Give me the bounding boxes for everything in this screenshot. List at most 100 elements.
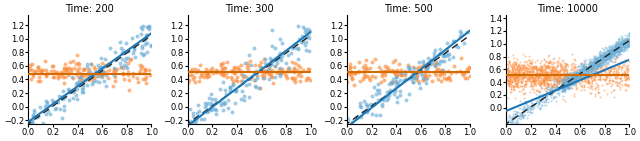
Point bbox=[543, 55, 553, 57]
Point bbox=[586, 66, 596, 68]
Point bbox=[577, 78, 587, 80]
Point bbox=[542, 86, 552, 89]
Point bbox=[578, 68, 588, 70]
Point bbox=[623, 70, 633, 72]
Point bbox=[586, 62, 596, 64]
Point bbox=[561, 69, 571, 71]
Point bbox=[548, 66, 558, 69]
Point bbox=[577, 74, 587, 76]
Point bbox=[255, 69, 266, 71]
Point bbox=[528, 67, 538, 69]
Point bbox=[504, 74, 515, 77]
Point bbox=[435, 60, 445, 62]
Point bbox=[36, 69, 46, 71]
Point bbox=[558, 98, 568, 100]
Point bbox=[580, 66, 590, 68]
Point bbox=[197, 74, 207, 76]
Point bbox=[449, 65, 459, 67]
Point bbox=[505, 80, 515, 82]
Point bbox=[555, 65, 565, 67]
Point bbox=[567, 80, 577, 82]
Point bbox=[548, 96, 559, 99]
Point bbox=[516, 68, 526, 70]
Point bbox=[561, 83, 572, 85]
Point bbox=[417, 79, 428, 81]
Point bbox=[64, 91, 74, 93]
Point bbox=[390, 72, 400, 74]
Point bbox=[527, 80, 537, 82]
Point bbox=[296, 74, 307, 77]
Point bbox=[614, 47, 625, 49]
Point bbox=[104, 64, 115, 66]
Point bbox=[38, 122, 48, 124]
Point bbox=[527, 71, 538, 73]
Point bbox=[520, 101, 530, 103]
Point bbox=[128, 75, 138, 77]
Point bbox=[621, 37, 632, 39]
Point bbox=[590, 63, 600, 65]
Point bbox=[562, 86, 572, 88]
Point bbox=[618, 50, 628, 52]
Point bbox=[520, 85, 531, 87]
Point bbox=[511, 82, 521, 84]
Point bbox=[608, 68, 618, 70]
Point bbox=[611, 51, 621, 53]
Point bbox=[503, 82, 513, 84]
Point bbox=[559, 86, 570, 88]
Point bbox=[503, 64, 513, 66]
Point bbox=[573, 77, 583, 79]
Point bbox=[557, 79, 568, 81]
Point bbox=[300, 30, 310, 33]
Point bbox=[599, 54, 609, 57]
Point bbox=[575, 72, 586, 74]
Point bbox=[554, 57, 564, 60]
Point bbox=[201, 103, 211, 106]
Point bbox=[560, 80, 570, 83]
Point bbox=[558, 81, 568, 83]
Point bbox=[605, 91, 616, 93]
Point bbox=[621, 38, 632, 40]
Point bbox=[524, 76, 534, 79]
Point bbox=[560, 100, 570, 103]
Point bbox=[529, 83, 540, 85]
Point bbox=[506, 72, 516, 75]
Point bbox=[266, 63, 276, 65]
Point bbox=[563, 76, 573, 78]
Point bbox=[558, 78, 568, 80]
Point bbox=[57, 117, 67, 119]
Point bbox=[423, 65, 433, 68]
Point bbox=[575, 73, 586, 76]
Point bbox=[282, 70, 292, 72]
Point bbox=[275, 52, 285, 54]
Point bbox=[86, 73, 96, 75]
Point bbox=[529, 67, 540, 69]
Point bbox=[579, 69, 589, 71]
Point bbox=[581, 69, 591, 71]
Point bbox=[532, 74, 542, 76]
Point bbox=[588, 80, 598, 82]
Point bbox=[84, 75, 94, 77]
Point bbox=[506, 74, 516, 76]
Point bbox=[611, 49, 621, 52]
Point bbox=[508, 81, 518, 83]
Point bbox=[63, 99, 74, 101]
Point bbox=[549, 68, 559, 70]
Point bbox=[616, 74, 626, 76]
Point bbox=[559, 91, 570, 93]
Point bbox=[543, 68, 554, 70]
Point bbox=[572, 76, 582, 78]
Point bbox=[620, 89, 630, 91]
Point bbox=[563, 86, 573, 88]
Point bbox=[614, 64, 625, 67]
Point bbox=[570, 79, 580, 81]
Point bbox=[545, 89, 555, 92]
Point bbox=[513, 76, 524, 78]
Point bbox=[588, 63, 598, 66]
Point bbox=[598, 88, 609, 91]
Point bbox=[28, 109, 38, 111]
Point bbox=[576, 77, 586, 79]
Point bbox=[208, 108, 218, 110]
Point bbox=[607, 52, 617, 55]
Point bbox=[611, 49, 621, 52]
Point bbox=[504, 78, 515, 81]
